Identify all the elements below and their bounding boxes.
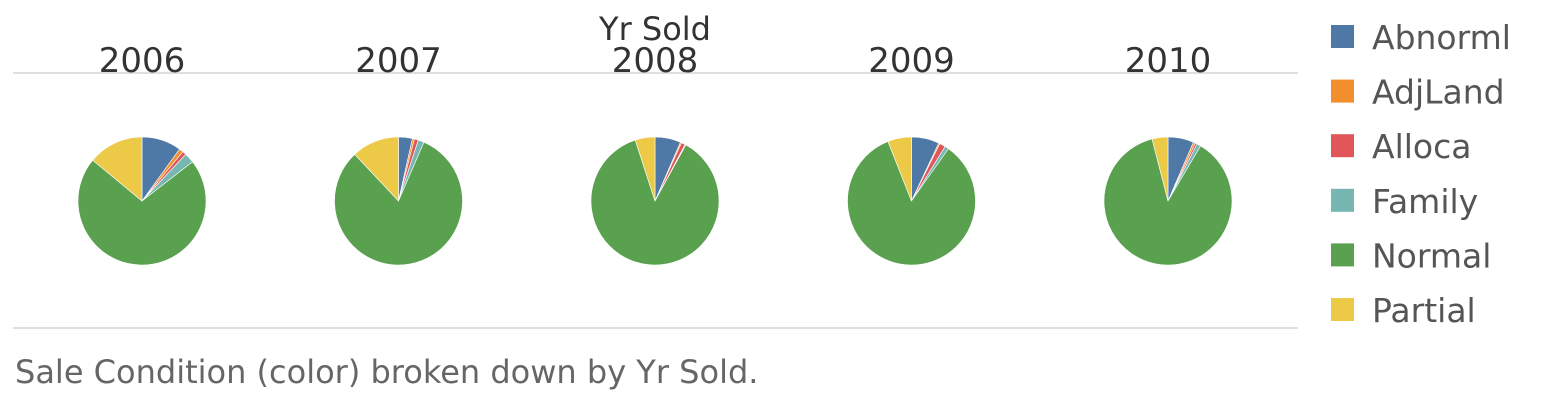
pie-slice-2009-partial[interactable] <box>887 136 912 202</box>
chart-caption: Sale Condition (color) broken down by Yr… <box>15 353 758 391</box>
year-label-2008: 2008 <box>612 41 699 81</box>
pie-slice-2009-normal[interactable] <box>847 141 976 266</box>
pie-2007 <box>334 136 463 266</box>
pie-2010 <box>1103 136 1233 266</box>
legend-label-abnorml: Abnorml <box>1372 18 1511 57</box>
pie-panels <box>77 136 1233 266</box>
pie-slice-2006-normal[interactable] <box>77 159 207 266</box>
legend-swatch-normal <box>1331 243 1354 267</box>
column-header-title: Yr Sold <box>598 10 711 48</box>
year-labels: 2006 2007 2008 2009 2010 <box>99 41 1212 81</box>
pie-slice-2006-partial[interactable] <box>92 136 143 202</box>
pie-slice-2010-normal[interactable] <box>1103 138 1233 266</box>
pie-2009 <box>847 136 976 266</box>
year-label-2010: 2010 <box>1125 41 1212 81</box>
pie-slice-2010-partial[interactable] <box>1151 136 1169 202</box>
legend-swatch-abnorml <box>1331 25 1354 48</box>
year-label-2006: 2006 <box>99 41 186 81</box>
pie-slice-2007-partial[interactable] <box>354 136 399 202</box>
year-label-2009: 2009 <box>868 41 955 81</box>
pie-2006 <box>77 136 207 266</box>
legend-label-normal: Normal <box>1372 236 1491 275</box>
legend-swatch-alloca <box>1331 134 1354 158</box>
legend-swatch-partial <box>1331 298 1354 321</box>
legend-label-partial: Partial <box>1372 291 1476 330</box>
legend-label-alloca: Alloca <box>1372 127 1471 166</box>
legend-swatch-family <box>1331 188 1354 212</box>
legend-label-adjland: AdjLand <box>1372 73 1505 112</box>
pie-slice-2008-partial[interactable] <box>634 136 656 202</box>
pie-slice-2008-normal[interactable] <box>590 139 720 266</box>
legend: Abnorml AdjLand Alloca Family Normal Partial <box>1331 18 1511 330</box>
legend-label-family: Family <box>1372 182 1478 221</box>
legend-swatch-adjland <box>1331 79 1354 103</box>
pie-slice-2007-normal[interactable] <box>334 141 463 266</box>
year-label-2007: 2007 <box>355 41 442 81</box>
pie-2008 <box>590 136 720 266</box>
